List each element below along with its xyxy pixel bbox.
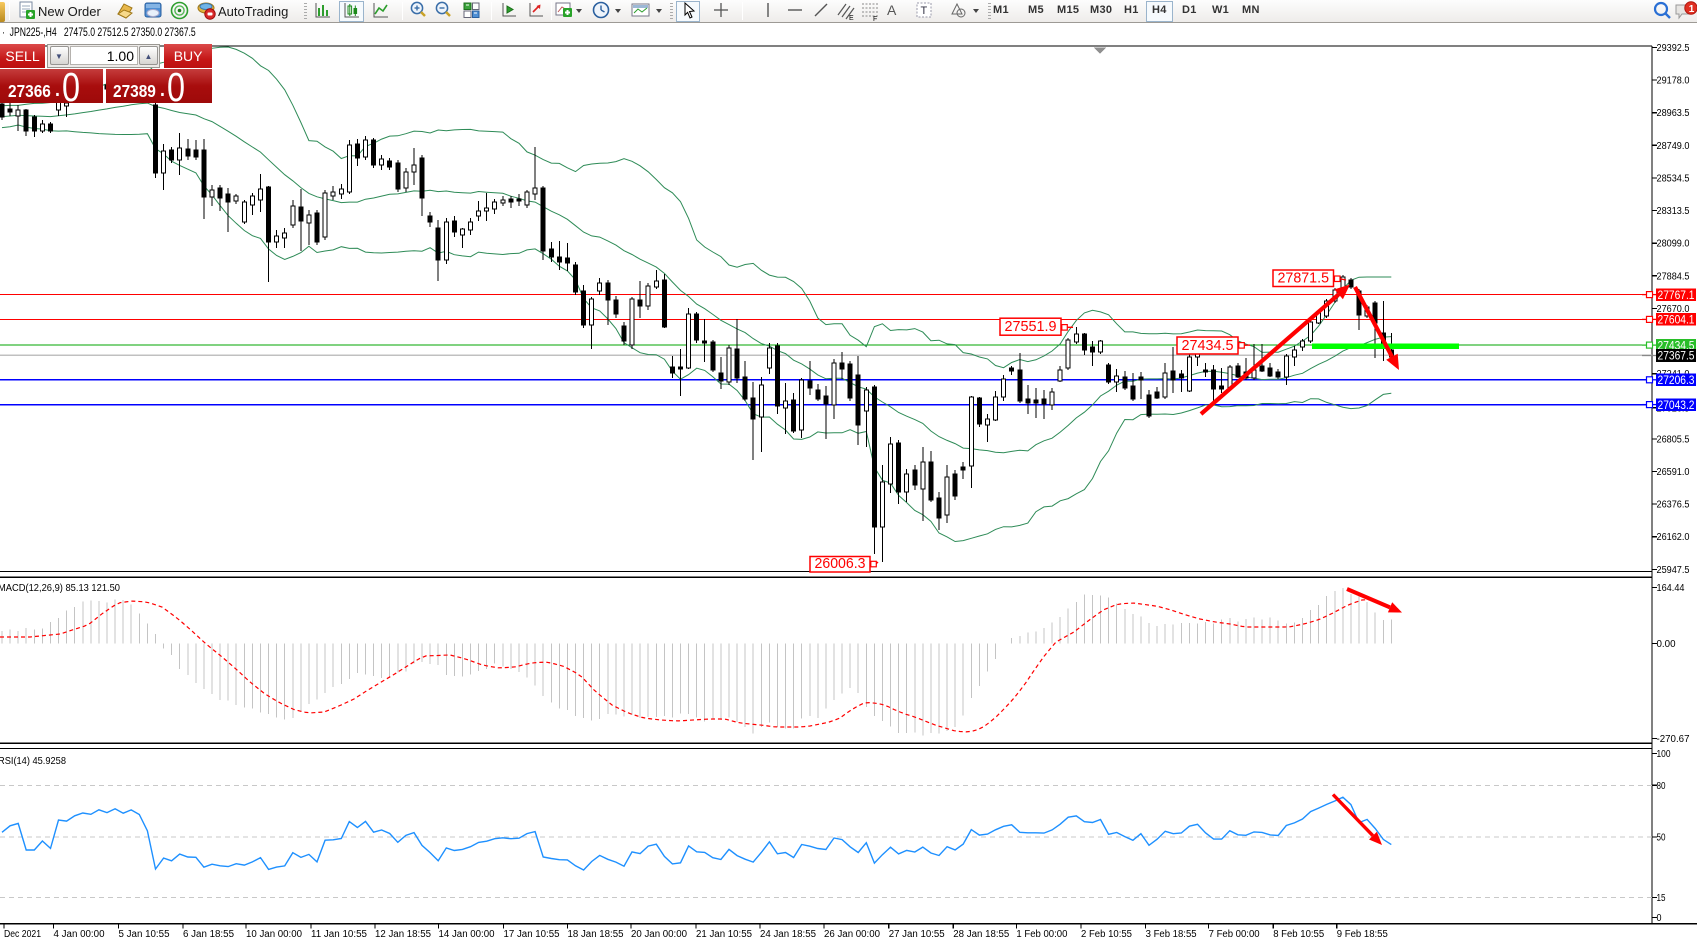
svg-text:27551.9: 27551.9 [1005, 318, 1057, 335]
svg-text:-270.67: -270.67 [1657, 734, 1690, 745]
svg-text:80: 80 [1657, 781, 1666, 792]
svg-text:11 Jan 10:55: 11 Jan 10:55 [311, 929, 367, 940]
svg-text:14 Jan 00:00: 14 Jan 00:00 [439, 929, 495, 940]
svg-text:29178.0: 29178.0 [1657, 76, 1690, 87]
svg-text:50: 50 [1657, 833, 1666, 844]
svg-text:27767.1: 27767.1 [1658, 290, 1695, 302]
svg-text:27434.5: 27434.5 [1182, 337, 1234, 354]
svg-text:27206.3: 27206.3 [1658, 375, 1695, 387]
svg-text:27670.0: 27670.0 [1657, 304, 1690, 315]
svg-text:26006.3: 26006.3 [815, 555, 866, 572]
svg-text:20 Jan 00:00: 20 Jan 00:00 [631, 929, 687, 940]
svg-text:26805.5: 26805.5 [1657, 434, 1690, 445]
svg-text:27 Jan 10:55: 27 Jan 10:55 [889, 929, 945, 940]
svg-text:15: 15 [1657, 893, 1666, 904]
svg-text:27884.5: 27884.5 [1657, 271, 1690, 282]
svg-text:1 Feb 00:00: 1 Feb 00:00 [1016, 929, 1067, 940]
svg-text:0.00: 0.00 [1657, 639, 1676, 650]
svg-text:26591.0: 26591.0 [1657, 467, 1690, 478]
svg-text:Dec 2021: Dec 2021 [4, 929, 41, 940]
svg-text:7 Feb 00:00: 7 Feb 00:00 [1209, 929, 1260, 940]
svg-text:8 Feb 10:55: 8 Feb 10:55 [1273, 929, 1324, 940]
svg-text:5 Jan 10:55: 5 Jan 10:55 [119, 929, 170, 940]
svg-text:28313.5: 28313.5 [1657, 206, 1690, 217]
svg-text:27871.5: 27871.5 [1278, 270, 1330, 287]
svg-text:29392.5: 29392.5 [1657, 43, 1690, 54]
svg-text:27043.2: 27043.2 [1658, 400, 1695, 412]
svg-text:12 Jan 18:55: 12 Jan 18:55 [375, 929, 431, 940]
svg-text:RSI(14) 45.9258: RSI(14) 45.9258 [0, 755, 66, 767]
svg-text:25947.5: 25947.5 [1657, 565, 1690, 576]
svg-text:9 Feb 18:55: 9 Feb 18:55 [1337, 929, 1388, 940]
svg-text:24 Jan 18:55: 24 Jan 18:55 [760, 929, 816, 940]
svg-text:17 Jan 10:55: 17 Jan 10:55 [504, 929, 560, 940]
svg-text:28 Jan 18:55: 28 Jan 18:55 [953, 929, 1009, 940]
svg-text:T: T [921, 5, 928, 17]
svg-text:10 Jan 00:00: 10 Jan 00:00 [246, 929, 302, 940]
svg-text:28099.0: 28099.0 [1657, 239, 1690, 250]
svg-text:1: 1 [1689, 4, 1695, 15]
svg-text:6 Jan 18:55: 6 Jan 18:55 [183, 929, 234, 940]
svg-text:26376.5: 26376.5 [1657, 500, 1690, 511]
svg-text:27367.5: 27367.5 [1658, 351, 1695, 363]
svg-text:28749.0: 28749.0 [1657, 141, 1690, 152]
svg-text:2 Feb 10:55: 2 Feb 10:55 [1081, 929, 1132, 940]
svg-text:F: F [873, 16, 877, 22]
svg-text:3 Feb 18:55: 3 Feb 18:55 [1146, 929, 1197, 940]
svg-text:26162.0: 26162.0 [1657, 532, 1690, 543]
svg-text:164.44: 164.44 [1657, 583, 1685, 594]
svg-text:0: 0 [1657, 913, 1662, 924]
svg-text:100: 100 [1657, 749, 1671, 760]
svg-text:27604.1: 27604.1 [1658, 315, 1695, 327]
svg-text:28963.5: 28963.5 [1657, 108, 1690, 119]
svg-text:28534.5: 28534.5 [1657, 173, 1690, 184]
svg-text:MACD(12,26,9) 85.13 121.50: MACD(12,26,9) 85.13 121.50 [0, 582, 120, 594]
svg-text:21 Jan 10:55: 21 Jan 10:55 [696, 929, 752, 940]
svg-text:4 Jan 00:00: 4 Jan 00:00 [54, 929, 105, 940]
svg-text:26 Jan 00:00: 26 Jan 00:00 [824, 929, 880, 940]
svg-text:18 Jan 18:55: 18 Jan 18:55 [568, 929, 624, 940]
svg-text:E: E [849, 15, 854, 22]
